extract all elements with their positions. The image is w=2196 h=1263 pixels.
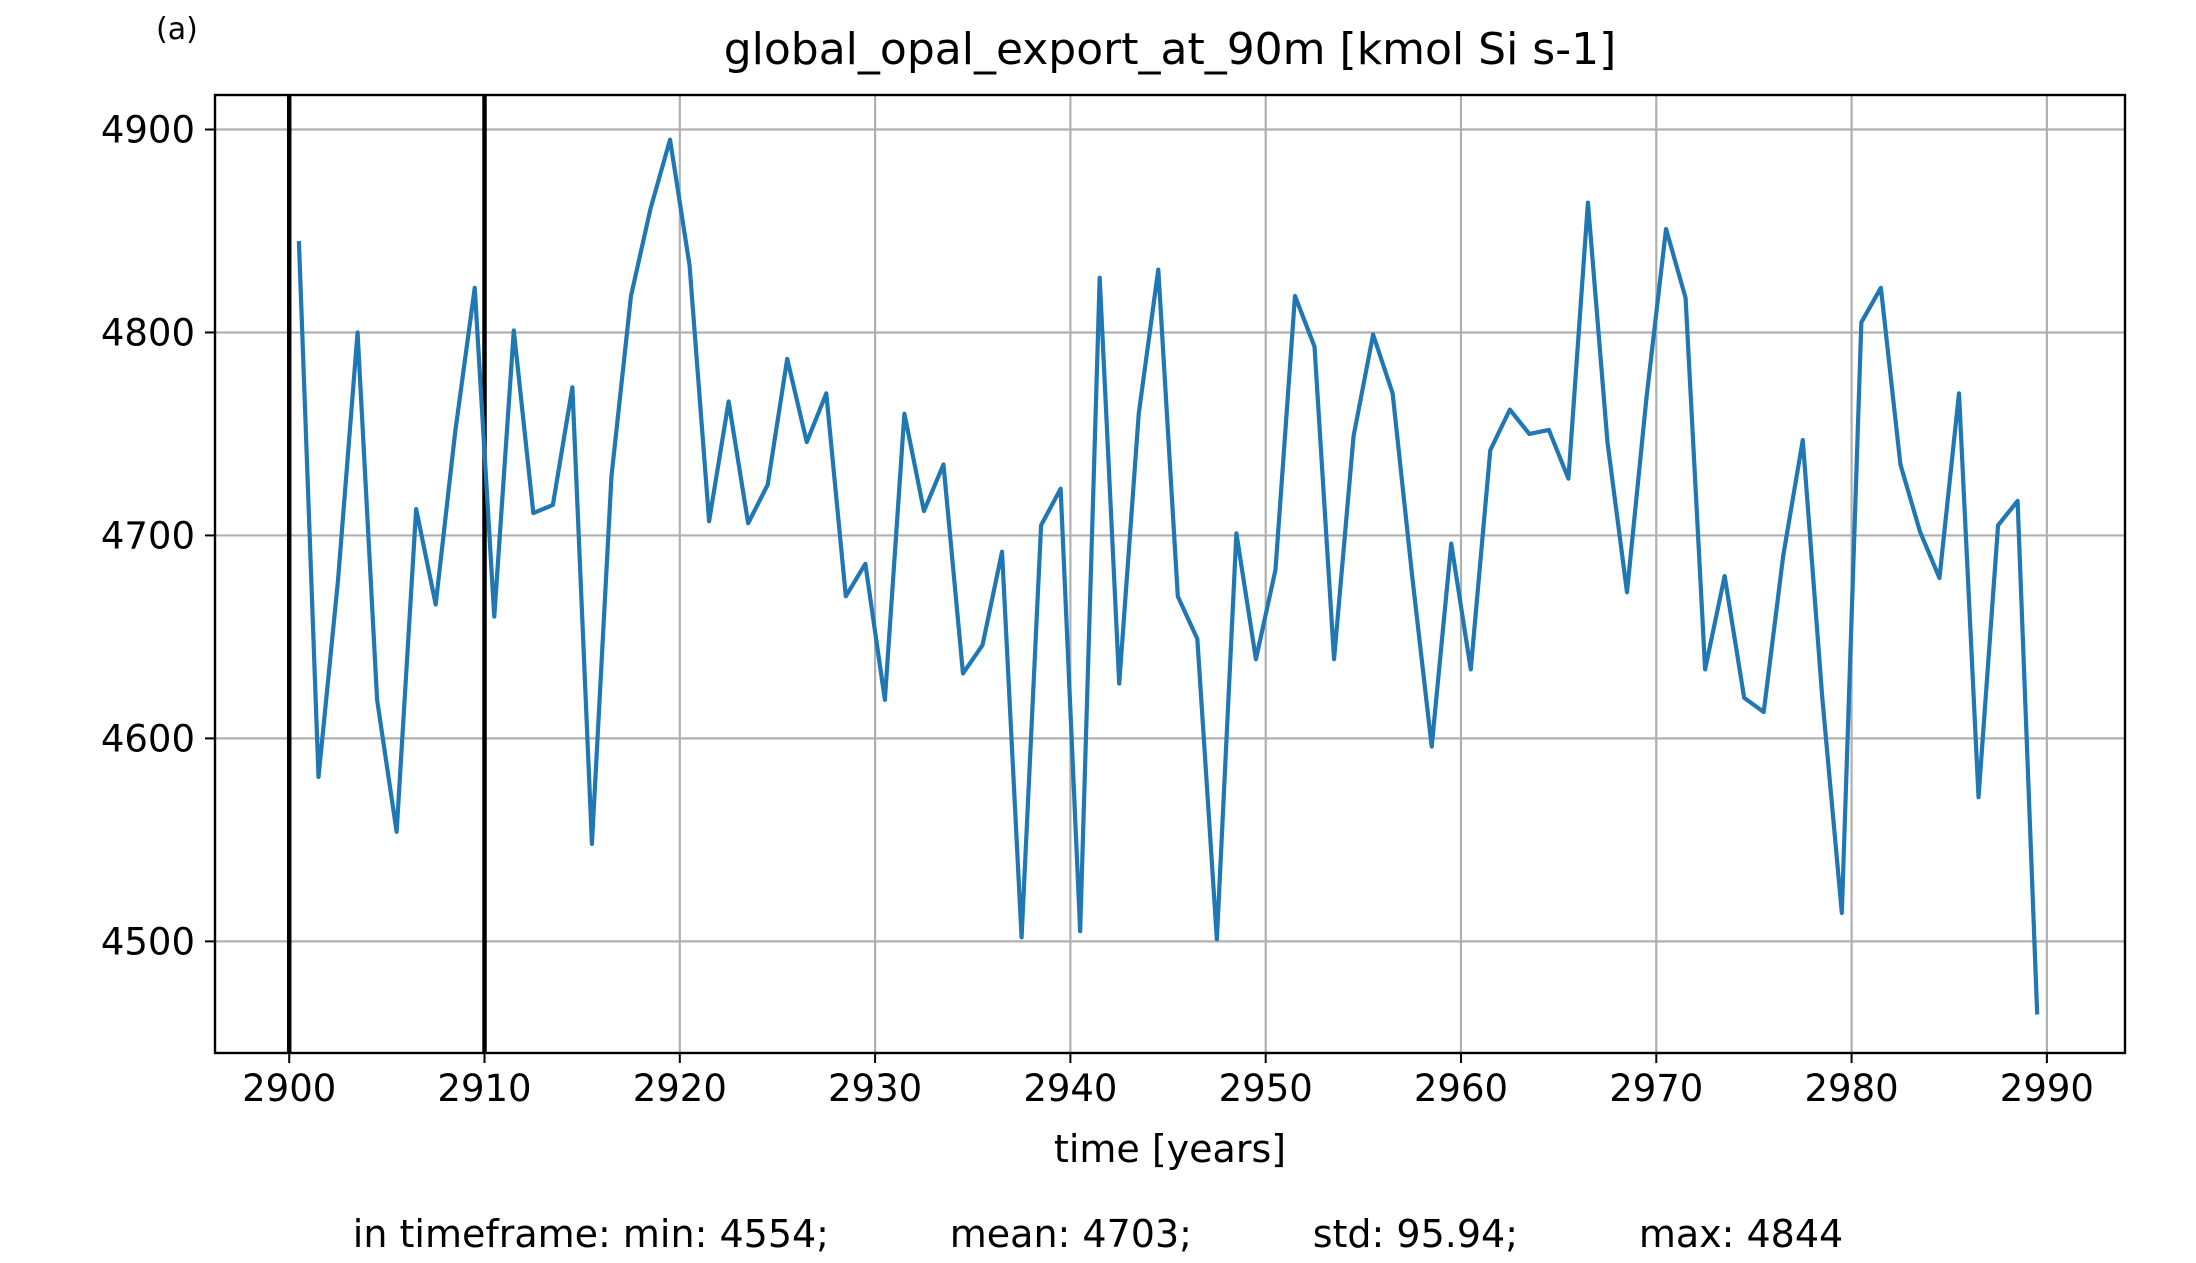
x-tick-label: 2910 bbox=[437, 1067, 531, 1110]
chart-title: global_opal_export_at_90m [kmol Si s-1] bbox=[723, 24, 1617, 75]
y-tick-label: 4700 bbox=[101, 514, 195, 557]
stat-mean: mean: 4703; bbox=[949, 1212, 1192, 1256]
y-tick-label: 4800 bbox=[101, 311, 195, 354]
x-tick-label: 2900 bbox=[242, 1067, 336, 1110]
x-axis-label: time [years] bbox=[1053, 1127, 1287, 1171]
grid-lines bbox=[215, 95, 2125, 1053]
stat-max: max: 4844 bbox=[1638, 1212, 1844, 1256]
tick-labels: 2900 2910 2920 2930 2940 2950 2960 2970 2980 2990… bbox=[101, 109, 2094, 1110]
vertical-markers bbox=[286, 95, 487, 1053]
plot-frame bbox=[213, 93, 2127, 1055]
x-tick-label: 2930 bbox=[828, 1067, 922, 1110]
axes-frame bbox=[213, 93, 2127, 1055]
x-tick-label: 2950 bbox=[1219, 1067, 1313, 1110]
x-tick-label: 2920 bbox=[633, 1067, 727, 1110]
x-tick-label: 2980 bbox=[1804, 1067, 1898, 1110]
x-tick-label: 2960 bbox=[1414, 1067, 1508, 1110]
y-tick-label: 4600 bbox=[101, 717, 195, 760]
x-tick-label: 2970 bbox=[1609, 1067, 1703, 1110]
y-tick-label: 4900 bbox=[101, 109, 195, 152]
series-lines bbox=[296, 137, 2040, 1015]
y-tick-label: 4500 bbox=[101, 920, 195, 963]
x-tick-label: 2940 bbox=[1023, 1067, 1117, 1110]
stat-std: std: 95.94; bbox=[1312, 1212, 1519, 1256]
stats-line: in timeframe: min: 4554; mean: 4703; std… bbox=[0, 1212, 2196, 1256]
stat-min: in timeframe: min: 4554; bbox=[352, 1212, 829, 1256]
series-line bbox=[296, 137, 2040, 1015]
x-tick-label: 2990 bbox=[2000, 1067, 2094, 1110]
panel-label: (a) bbox=[156, 12, 198, 47]
